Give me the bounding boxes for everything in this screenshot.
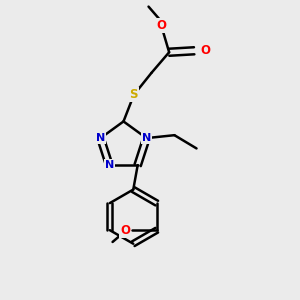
Text: N: N [142, 133, 151, 143]
Text: N: N [105, 160, 114, 170]
Text: N: N [96, 133, 105, 143]
Text: O: O [120, 224, 130, 237]
Text: O: O [201, 44, 211, 57]
Text: O: O [157, 19, 167, 32]
Text: S: S [130, 88, 138, 101]
